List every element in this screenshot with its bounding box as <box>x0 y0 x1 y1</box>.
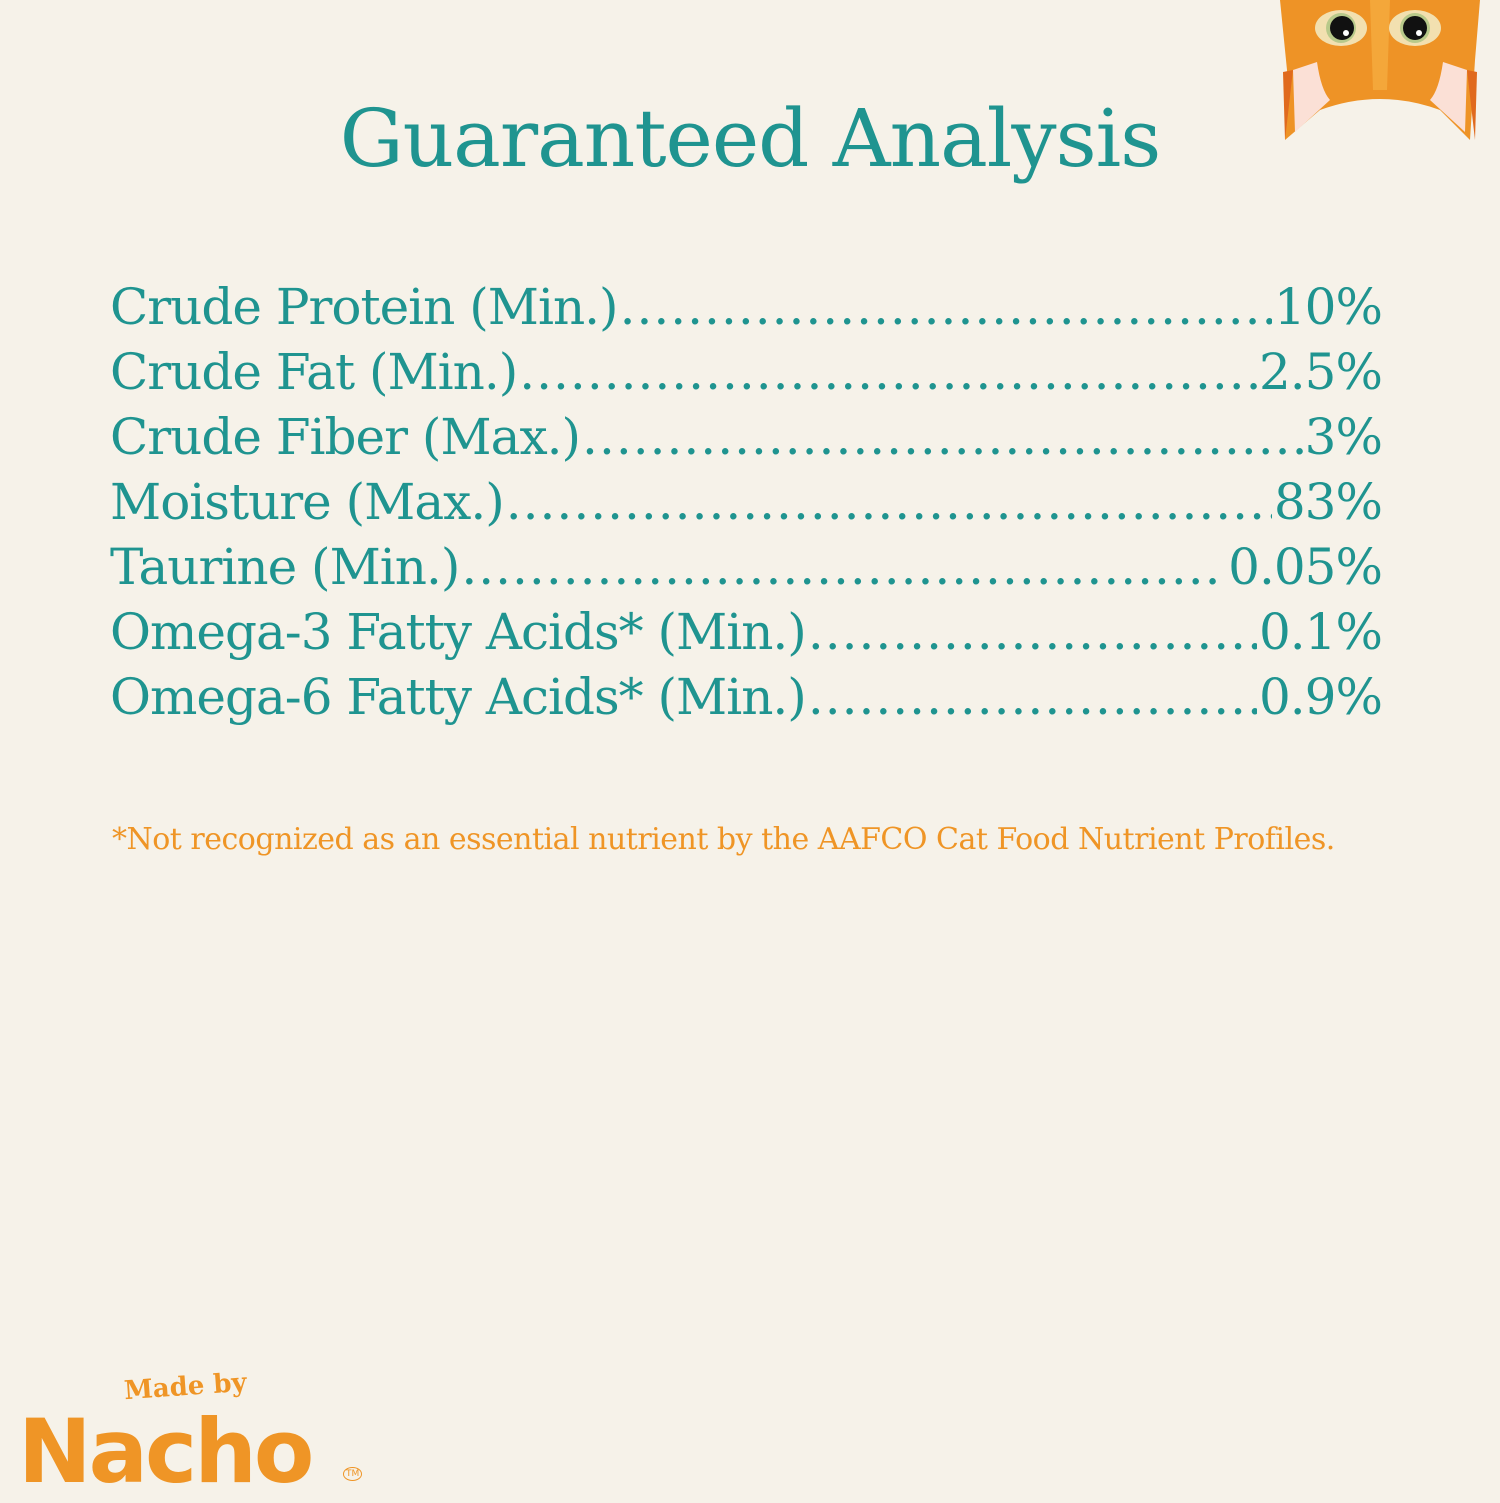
cat-face-illustration <box>1275 0 1485 150</box>
row-label: Omega-3 Fatty Acids* (Min.) <box>110 603 807 661</box>
dot-leader <box>519 343 1257 401</box>
trademark-mark: TM <box>343 1467 363 1481</box>
analysis-row-taurine: Taurine (Min.) 0.05% <box>110 538 1383 603</box>
row-label: Taurine (Min.) <box>110 538 460 596</box>
row-value: 83% <box>1273 473 1383 531</box>
analysis-row-omega-6: Omega-6 Fatty Acids* (Min.) 0.9% <box>110 668 1383 733</box>
analysis-row-crude-fat: Crude Fat (Min.) 2.5% <box>110 343 1383 408</box>
footnote: *Not recognized as an essential nutrient… <box>112 822 1335 857</box>
row-value: 0.05% <box>1228 538 1383 596</box>
logo-brand: Nacho <box>18 1400 314 1503</box>
dot-leader <box>808 603 1257 661</box>
dot-leader <box>506 473 1272 531</box>
dot-leader <box>808 668 1257 726</box>
row-value: 0.1% <box>1258 603 1383 661</box>
dot-leader <box>582 408 1303 466</box>
analysis-row-moisture: Moisture (Max.) 83% <box>110 473 1383 538</box>
row-label: Omega-6 Fatty Acids* (Min.) <box>110 668 807 726</box>
row-value: 10% <box>1273 278 1383 336</box>
row-label: Crude Fat (Min.) <box>110 343 518 401</box>
row-label: Crude Protein (Min.) <box>110 278 619 336</box>
row-value: 2.5% <box>1258 343 1383 401</box>
row-label: Crude Fiber (Max.) <box>110 408 581 466</box>
row-value: 3% <box>1304 408 1383 466</box>
analysis-row-crude-fiber: Crude Fiber (Max.) 3% <box>110 408 1383 473</box>
dot-leader <box>620 278 1272 336</box>
dot-leader <box>461 538 1226 596</box>
guaranteed-analysis-list: Crude Protein (Min.) 10% Crude Fat (Min.)… <box>110 278 1383 733</box>
analysis-row-omega-3: Omega-3 Fatty Acids* (Min.) 0.1% <box>110 603 1383 668</box>
analysis-row-crude-protein: Crude Protein (Min.) 10% <box>110 278 1383 343</box>
row-label: Moisture (Max.) <box>110 473 505 531</box>
page-title: Guaranteed Analysis <box>339 92 1162 185</box>
row-value: 0.9% <box>1258 668 1383 726</box>
